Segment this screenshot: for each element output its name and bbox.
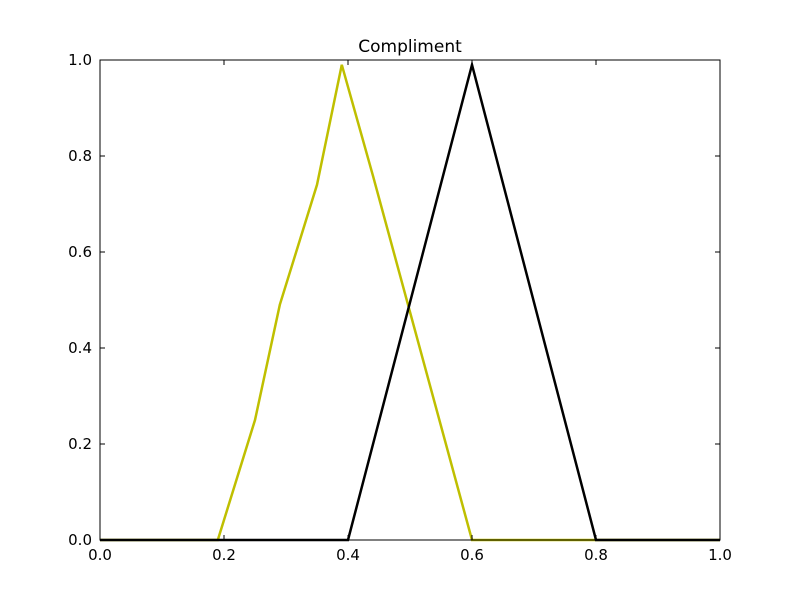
series-line-1	[100, 64, 720, 542]
y-tick-label: 0.8	[68, 147, 92, 165]
y-tick-label: 0.2	[68, 435, 92, 453]
y-tick-label: 1.0	[68, 51, 92, 69]
x-tick-label: 0.4	[336, 546, 360, 564]
x-tick-label: 0.8	[584, 546, 608, 564]
x-tick-label: 1.0	[708, 546, 732, 564]
y-tick-label: 0.6	[68, 243, 92, 261]
y-tick-label: 0.0	[68, 531, 92, 549]
series-layer	[100, 59, 720, 542]
x-tick-label: 0.0	[88, 546, 112, 564]
x-tick-label: 0.2	[212, 546, 236, 564]
plot-frame	[99, 59, 721, 541]
y-tick-label: 0.4	[68, 339, 92, 357]
chart-title: Compliment	[358, 37, 462, 57]
x-tick-label: 0.6	[460, 546, 484, 564]
ticks-layer: 0.0 0.2 0.4 0.6 0.8 1.0 0.0 0.2 0.4 0.6 0.8 1.0	[68, 51, 732, 564]
series-line-2	[100, 59, 720, 542]
